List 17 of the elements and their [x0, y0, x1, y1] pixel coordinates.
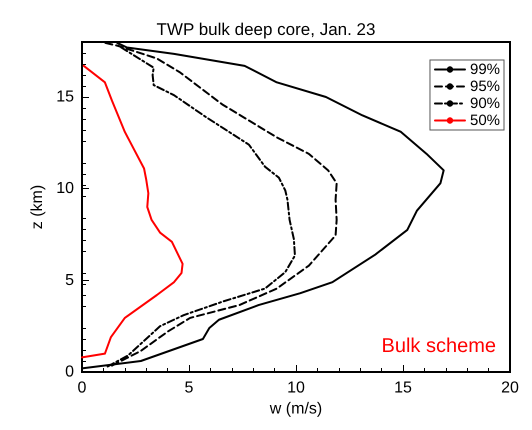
y-axis-title: z (km) — [28, 184, 46, 230]
y-tick-label: 0 — [65, 364, 74, 380]
annotation: Bulk scheme — [382, 335, 496, 357]
legend-label: 50% — [470, 112, 500, 129]
x-axis-title: w (m/s) — [268, 400, 322, 418]
y-tick-label: 10 — [56, 180, 74, 198]
y-tick-label: 15 — [56, 88, 74, 106]
legend-label: 95% — [470, 78, 500, 95]
legend-label: 99% — [470, 61, 500, 78]
legend-label: 90% — [470, 95, 500, 112]
x-tick-label: 10 — [287, 380, 305, 396]
chart-title: TWP bulk deep core, Jan. 23 — [156, 20, 376, 39]
x-tick-label: 20 — [501, 380, 519, 396]
y-tick-label: 5 — [65, 272, 74, 289]
x-tick-label: 15 — [394, 380, 412, 396]
x-tick-label: 5 — [184, 380, 194, 396]
x-tick-label: 0 — [78, 380, 87, 396]
